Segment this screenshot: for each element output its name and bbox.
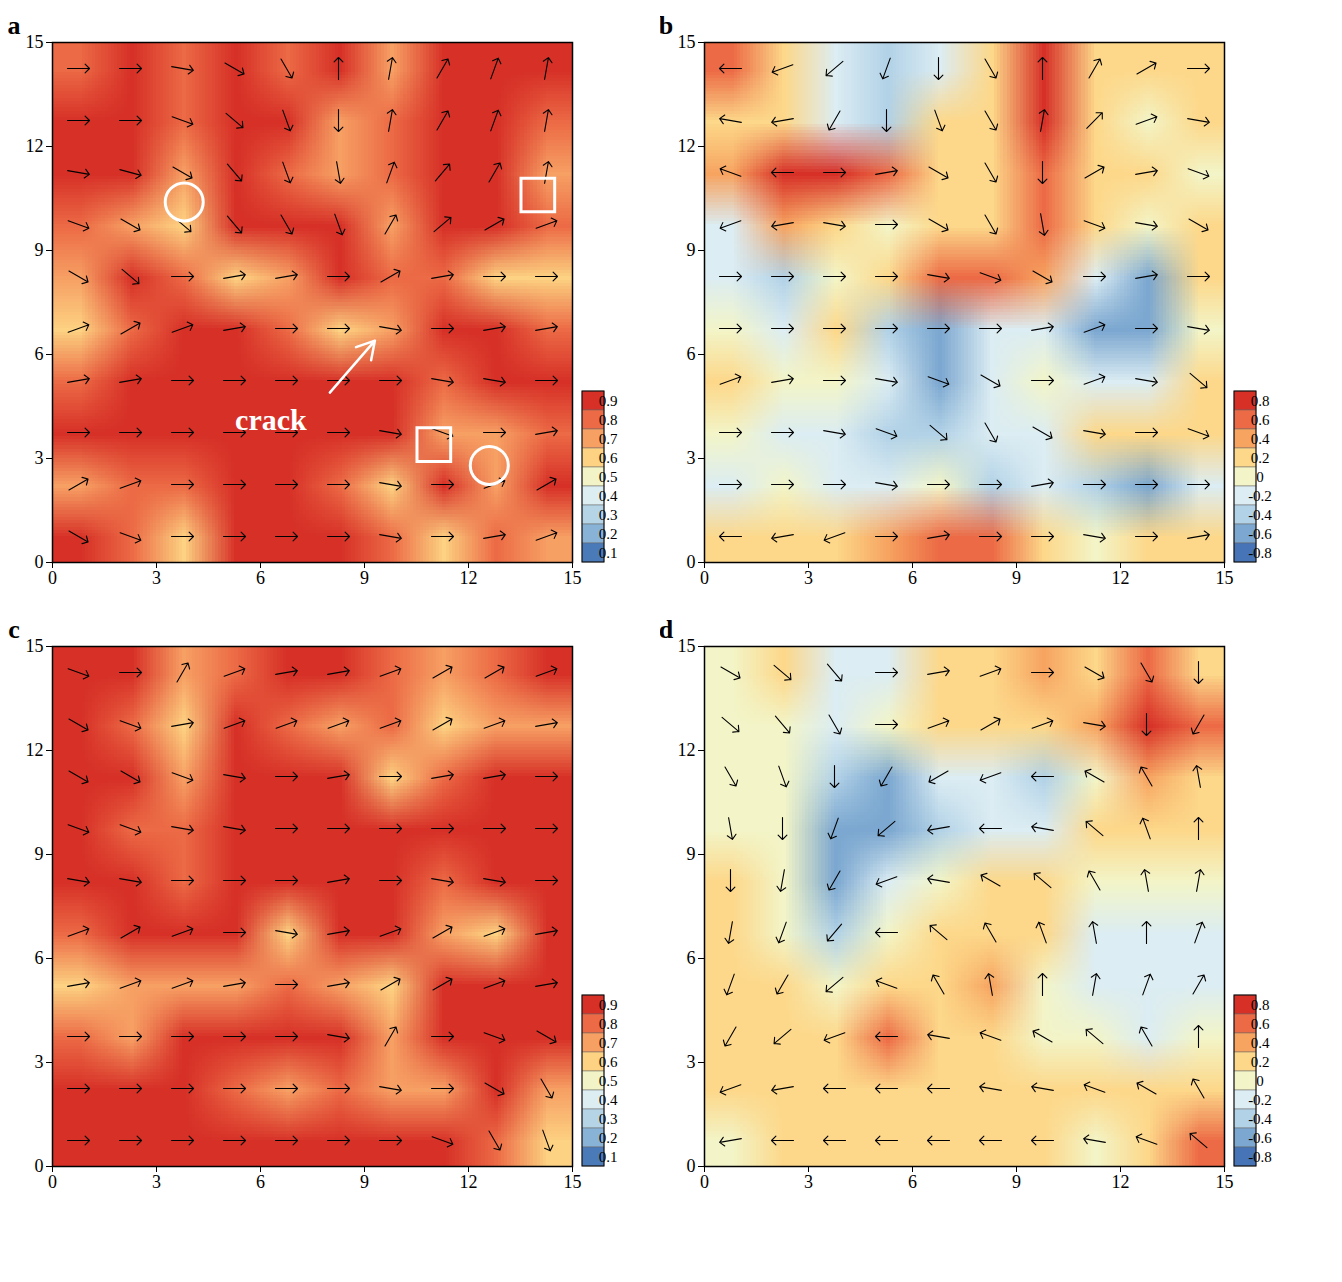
svg-text:d: d (660, 615, 674, 644)
svg-text:0.8: 0.8 (1251, 997, 1270, 1013)
svg-text:9: 9 (35, 844, 44, 864)
svg-text:15: 15 (678, 636, 696, 656)
svg-text:-0.8: -0.8 (1248, 545, 1272, 561)
svg-text:12: 12 (1112, 568, 1130, 588)
svg-text:-0.4: -0.4 (1248, 507, 1272, 523)
svg-text:0.4: 0.4 (1251, 1035, 1270, 1051)
svg-text:0.7: 0.7 (599, 1035, 618, 1051)
svg-text:-0.6: -0.6 (1248, 526, 1272, 542)
svg-text:b: b (660, 11, 673, 40)
svg-text:15: 15 (678, 32, 696, 52)
svg-text:15: 15 (1216, 1172, 1234, 1192)
svg-text:12: 12 (460, 1172, 478, 1192)
svg-text:0.6: 0.6 (1251, 1016, 1270, 1032)
svg-text:a: a (8, 11, 21, 40)
svg-text:-0.6: -0.6 (1248, 1130, 1272, 1146)
svg-text:12: 12 (678, 136, 696, 156)
svg-text:12: 12 (26, 136, 44, 156)
svg-text:6: 6 (35, 948, 44, 968)
svg-text:6: 6 (256, 568, 265, 588)
svg-text:6: 6 (687, 344, 696, 364)
svg-text:6: 6 (687, 948, 696, 968)
svg-text:0.2: 0.2 (1251, 450, 1270, 466)
svg-text:c: c (8, 615, 20, 644)
svg-text:0: 0 (1256, 469, 1264, 485)
svg-text:0.6: 0.6 (599, 1054, 618, 1070)
svg-text:6: 6 (908, 1172, 917, 1192)
svg-text:12: 12 (26, 740, 44, 760)
svg-text:0: 0 (35, 552, 44, 572)
svg-text:0.9: 0.9 (599, 393, 618, 409)
svg-text:9: 9 (1012, 1172, 1021, 1192)
svg-text:-0.8: -0.8 (1248, 1149, 1272, 1165)
svg-text:3: 3 (687, 448, 696, 468)
svg-text:0: 0 (687, 552, 696, 572)
svg-text:-0.2: -0.2 (1248, 488, 1272, 504)
svg-text:0.6: 0.6 (1251, 412, 1270, 428)
svg-text:0.4: 0.4 (599, 1092, 618, 1108)
svg-text:15: 15 (1216, 568, 1234, 588)
svg-text:0.2: 0.2 (599, 526, 618, 542)
svg-text:9: 9 (687, 844, 696, 864)
svg-text:0: 0 (1256, 1073, 1264, 1089)
svg-text:15: 15 (26, 636, 44, 656)
svg-text:12: 12 (1112, 1172, 1130, 1192)
svg-text:crack: crack (235, 403, 307, 436)
svg-text:-0.2: -0.2 (1248, 1092, 1272, 1108)
svg-text:0.4: 0.4 (599, 488, 618, 504)
svg-text:15: 15 (564, 568, 582, 588)
svg-text:0: 0 (687, 1156, 696, 1176)
svg-text:-0.4: -0.4 (1248, 1111, 1272, 1127)
svg-text:0.3: 0.3 (599, 1111, 618, 1127)
svg-text:3: 3 (152, 1172, 161, 1192)
svg-text:0.8: 0.8 (1251, 393, 1270, 409)
svg-text:0.6: 0.6 (599, 450, 618, 466)
svg-text:0: 0 (700, 1172, 709, 1192)
svg-text:0.2: 0.2 (599, 1130, 618, 1146)
svg-text:3: 3 (804, 568, 813, 588)
svg-text:9: 9 (687, 240, 696, 260)
svg-text:0.5: 0.5 (599, 1073, 618, 1089)
svg-text:12: 12 (460, 568, 478, 588)
svg-text:0.7: 0.7 (599, 431, 618, 447)
svg-text:0.1: 0.1 (599, 1149, 618, 1165)
svg-text:6: 6 (908, 568, 917, 588)
svg-text:0.8: 0.8 (599, 1016, 618, 1032)
svg-text:3: 3 (152, 568, 161, 588)
svg-text:12: 12 (678, 740, 696, 760)
svg-text:3: 3 (804, 1172, 813, 1192)
svg-text:3: 3 (35, 448, 44, 468)
svg-text:9: 9 (360, 1172, 369, 1192)
svg-text:0.9: 0.9 (599, 997, 618, 1013)
svg-text:15: 15 (564, 1172, 582, 1192)
svg-text:0: 0 (48, 1172, 57, 1192)
svg-text:0.3: 0.3 (599, 507, 618, 523)
svg-text:0.1: 0.1 (599, 545, 618, 561)
svg-text:0.2: 0.2 (1251, 1054, 1270, 1070)
svg-text:0: 0 (48, 568, 57, 588)
svg-text:0.4: 0.4 (1251, 431, 1270, 447)
svg-text:0.8: 0.8 (599, 412, 618, 428)
svg-text:6: 6 (256, 1172, 265, 1192)
svg-text:9: 9 (360, 568, 369, 588)
svg-text:3: 3 (687, 1052, 696, 1072)
svg-text:0.5: 0.5 (599, 469, 618, 485)
svg-text:15: 15 (26, 32, 44, 52)
svg-text:3: 3 (35, 1052, 44, 1072)
svg-text:6: 6 (35, 344, 44, 364)
svg-text:0: 0 (700, 568, 709, 588)
svg-text:9: 9 (35, 240, 44, 260)
svg-text:9: 9 (1012, 568, 1021, 588)
svg-text:0: 0 (35, 1156, 44, 1176)
